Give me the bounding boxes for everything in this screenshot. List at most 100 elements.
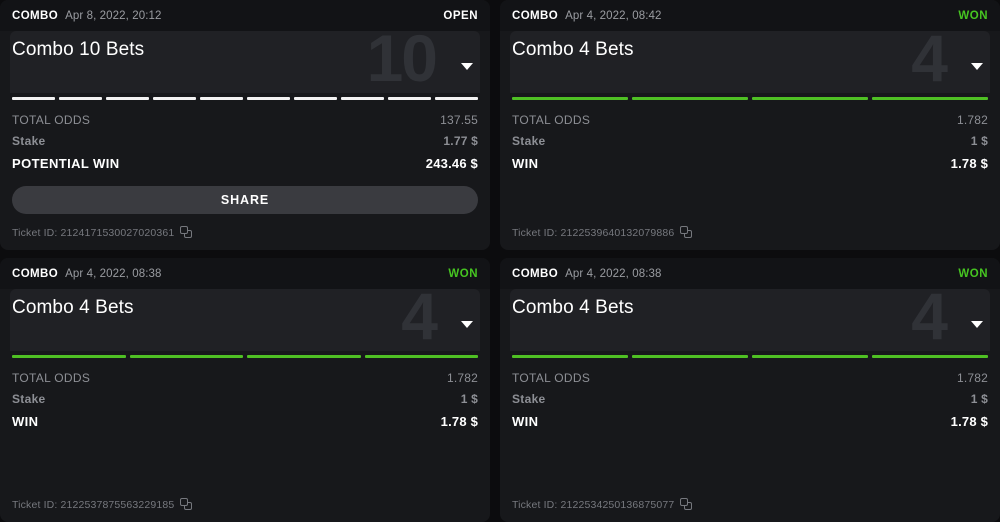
progress-segment [200,97,243,100]
progress-segment [512,355,628,358]
total-odds-value: 1.782 [446,370,478,385]
ticket-date: Apr 4, 2022, 08:38 [565,267,662,280]
ticket-title: Combo 4 Bets [512,297,634,318]
row-total-odds: TOTAL ODDS 1.782 [12,367,478,388]
chevron-down-icon[interactable] [971,63,983,70]
ticket-id-text: Ticket ID: 2122537875563229185 [12,498,175,511]
total-odds-label: TOTAL ODDS [12,112,91,127]
ticket-footer: Ticket ID: 2122539640132079886 [500,226,1000,250]
card-spacer [0,433,490,498]
ticket-title-bar[interactable]: Combo 4 Bets 4 [510,25,990,93]
total-odds-value: 137.55 [440,112,478,127]
ticket-type-label: COMBO [512,267,559,280]
status-badge: OPEN [443,9,478,22]
bet-ticket-card-1[interactable]: COMBO Apr 8, 2022, 20:12 OPEN Combo 10 B… [0,0,490,250]
selection-progress-bar [12,93,478,100]
ticket-stats: TOTAL ODDS 1.782 Stake 1 $ WIN 1.78 $ [512,109,988,175]
status-badge: WON [958,9,988,22]
stake-value: 1.77 $ [443,133,478,148]
ticket-footer: Ticket ID: 2122534250136875077 [500,498,1000,522]
stake-label: Stake [12,133,46,148]
bet-ticket-card-4[interactable]: COMBO Apr 4, 2022, 08:38 WON Combo 4 Bet… [500,258,1000,522]
progress-segment [153,97,196,100]
progress-segment [632,97,748,100]
ticket-id-text: Ticket ID: 2122539640132079886 [512,226,675,239]
progress-segment [129,355,243,358]
bet-ticket-card-2[interactable]: COMBO Apr 4, 2022, 08:42 WON Combo 4 Bet… [500,0,1000,250]
chevron-down-icon[interactable] [461,321,473,328]
ticket-title: Combo 4 Bets [12,297,134,318]
share-button[interactable]: SHARE [12,186,478,214]
ticket-title-bar[interactable]: Combo 4 Bets 4 [510,283,990,351]
row-stake: Stake 1 $ [512,388,988,409]
progress-segment [872,97,988,100]
ticket-date: Apr 4, 2022, 08:38 [65,267,162,280]
progress-segment [872,355,988,358]
status-badge: WON [958,267,988,280]
progress-segment [341,97,384,100]
bet-count-watermark: 4 [911,279,948,353]
ticket-type-label: COMBO [12,267,59,280]
row-result: WIN 1.78 $ [512,151,988,175]
progress-segment [364,355,478,358]
ticket-header: COMBO Apr 4, 2022, 08:38 WON [500,258,1000,289]
bet-count-watermark: 10 [366,21,438,95]
stake-value: 1 $ [460,391,478,406]
ticket-title: Combo 4 Bets [512,39,634,60]
progress-segment [12,355,126,358]
total-odds-label: TOTAL ODDS [512,112,591,127]
card-spacer [500,433,1000,498]
status-badge: WON [448,267,478,280]
result-value: 1.78 $ [950,155,988,171]
ticket-header: COMBO Apr 8, 2022, 20:12 OPEN [0,0,490,31]
stake-label: Stake [512,133,546,148]
row-result: WIN 1.78 $ [512,409,988,433]
ticket-footer: Ticket ID: 2124171530027020361 [0,226,490,250]
ticket-id-text: Ticket ID: 2122534250136875077 [512,498,675,511]
bet-count-watermark: 4 [401,279,438,353]
total-odds-label: TOTAL ODDS [512,370,591,385]
copy-icon[interactable] [180,498,193,511]
ticket-stats: TOTAL ODDS 137.55 Stake 1.77 $ POTENTIAL… [12,109,478,175]
ticket-header: COMBO Apr 4, 2022, 08:42 WON [500,0,1000,31]
stake-value: 1 $ [970,391,988,406]
row-stake: Stake 1.77 $ [12,130,478,151]
stake-label: Stake [12,391,46,406]
row-stake: Stake 1 $ [12,388,478,409]
copy-icon[interactable] [680,226,693,239]
progress-segment [12,97,55,100]
progress-segment [512,97,628,100]
ticket-type-label: COMBO [12,9,59,22]
selection-progress-bar [512,351,988,358]
row-total-odds: TOTAL ODDS 137.55 [12,109,478,130]
result-label: WIN [512,413,539,429]
row-total-odds: TOTAL ODDS 1.782 [512,109,988,130]
result-label: WIN [12,413,39,429]
card-spacer [500,175,1000,226]
row-stake: Stake 1 $ [512,130,988,151]
progress-segment [294,97,337,100]
ticket-title-bar[interactable]: Combo 4 Bets 4 [10,283,480,351]
share-area: SHARE [12,186,478,214]
stake-label: Stake [512,391,546,406]
chevron-down-icon[interactable] [461,63,473,70]
chevron-down-icon[interactable] [971,321,983,328]
result-value: 1.78 $ [440,413,478,429]
progress-segment [106,97,149,100]
ticket-title: Combo 10 Bets [12,39,145,60]
progress-segment [247,355,361,358]
progress-segment [388,97,431,100]
result-value: 243.46 $ [425,155,478,171]
copy-icon[interactable] [680,498,693,511]
ticket-title-bar[interactable]: Combo 10 Bets 10 [10,25,480,93]
result-label: POTENTIAL WIN [12,155,120,171]
bet-ticket-card-3[interactable]: COMBO Apr 4, 2022, 08:38 WON Combo 4 Bet… [0,258,490,522]
ticket-id-text: Ticket ID: 2124171530027020361 [12,226,175,239]
row-result: POTENTIAL WIN 243.46 $ [12,151,478,175]
bet-count-watermark: 4 [911,21,948,95]
progress-segment [752,355,868,358]
ticket-footer: Ticket ID: 2122537875563229185 [0,498,490,522]
copy-icon[interactable] [180,226,193,239]
progress-segment [59,97,102,100]
